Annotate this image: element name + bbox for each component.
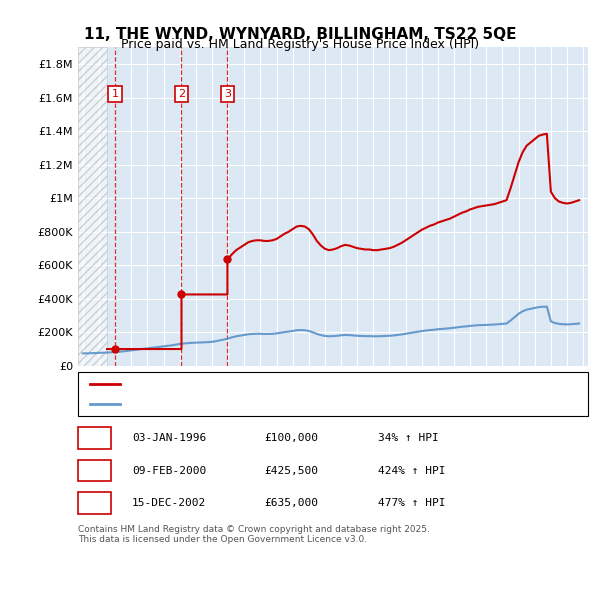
Text: 11, THE WYND, WYNYARD, BILLINGHAM, TS22 5QE: 11, THE WYND, WYNYARD, BILLINGHAM, TS22 … (84, 27, 516, 41)
Text: 1: 1 (112, 89, 119, 99)
Text: £100,000: £100,000 (264, 433, 318, 443)
Text: 477% ↑ HPI: 477% ↑ HPI (378, 498, 445, 508)
Text: 2: 2 (91, 466, 98, 476)
Text: HPI: Average price, detached house, Stockton-on-Tees: HPI: Average price, detached house, Stoc… (126, 399, 407, 408)
Text: 11, THE WYND, WYNYARD, BILLINGHAM, TS22 5QE (detached house): 11, THE WYND, WYNYARD, BILLINGHAM, TS22 … (126, 379, 484, 389)
Text: Contains HM Land Registry data © Crown copyright and database right 2025.
This d: Contains HM Land Registry data © Crown c… (78, 525, 430, 545)
Text: 2: 2 (178, 89, 185, 99)
Bar (78, 47, 107, 366)
Text: Price paid vs. HM Land Registry's House Price Index (HPI): Price paid vs. HM Land Registry's House … (121, 38, 479, 51)
Text: 1: 1 (91, 433, 98, 443)
Text: 424% ↑ HPI: 424% ↑ HPI (378, 466, 445, 476)
Text: 09-FEB-2000: 09-FEB-2000 (132, 466, 206, 476)
Text: 34% ↑ HPI: 34% ↑ HPI (378, 433, 439, 443)
Text: £635,000: £635,000 (264, 498, 318, 508)
Text: £425,500: £425,500 (264, 466, 318, 476)
Text: 03-JAN-1996: 03-JAN-1996 (132, 433, 206, 443)
Text: 3: 3 (91, 498, 98, 508)
Text: 3: 3 (224, 89, 231, 99)
Text: 15-DEC-2002: 15-DEC-2002 (132, 498, 206, 508)
